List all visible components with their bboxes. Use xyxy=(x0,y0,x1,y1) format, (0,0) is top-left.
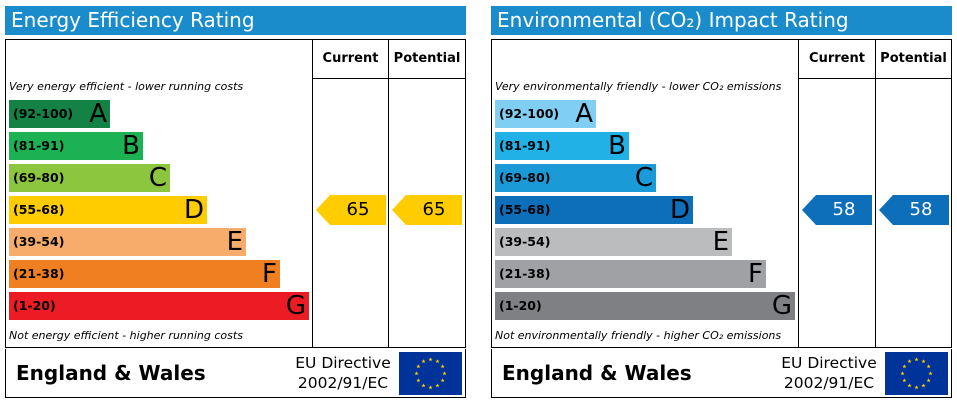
rating-chart: Current Potential Very environmentally f… xyxy=(491,39,952,348)
header-divider xyxy=(798,78,951,79)
band-range: (39-54) xyxy=(499,234,551,249)
band-letter: A xyxy=(89,99,107,129)
potential-rating-value: 58 xyxy=(909,199,933,220)
band-range: (55-68) xyxy=(13,202,65,217)
directive-line-2: 2002/91/EC xyxy=(297,374,389,392)
band-range: (21-38) xyxy=(13,266,65,281)
potential-column-header: Potential xyxy=(393,51,461,66)
footer: England & Wales EU Directive 2002/91/EC xyxy=(5,349,466,398)
band-range: (81-91) xyxy=(499,138,551,153)
potential-rating-arrow: 58 xyxy=(879,195,949,225)
band-range: (92-100) xyxy=(499,106,560,121)
band-range: (69-80) xyxy=(499,170,551,185)
bottom-note: Not environmentally friendly - higher CO… xyxy=(495,329,782,342)
band-letter: G xyxy=(285,291,306,321)
rating-band-f: (21-38) F xyxy=(9,260,280,288)
panel-title: Energy Efficiency Rating xyxy=(5,6,466,35)
current-column-header: Current xyxy=(322,51,379,66)
potential-rating-value: 65 xyxy=(422,199,446,220)
panel-title: Environmental (CO₂) Impact Rating xyxy=(491,6,952,35)
eu-directive: EU Directive 2002/91/EC xyxy=(288,353,398,393)
header-divider xyxy=(312,78,465,79)
eu-flag-icon xyxy=(885,352,948,395)
rating-band-d: (55-68) D xyxy=(9,196,207,224)
rating-band-f: (21-38) F xyxy=(495,260,766,288)
band-letter: C xyxy=(634,163,653,193)
bottom-note: Not energy efficient - higher running co… xyxy=(9,329,243,342)
band-range: (39-54) xyxy=(13,234,65,249)
rating-band-e: (39-54) E xyxy=(9,228,246,256)
directive-line-1: EU Directive xyxy=(295,354,391,372)
region-label: England & Wales xyxy=(16,361,206,385)
rating-band-b: (81-91) B xyxy=(495,132,629,160)
band-letter: B xyxy=(608,131,626,161)
band-letter: F xyxy=(748,259,763,289)
rating-band-g: (1-20) G xyxy=(9,292,309,320)
band-letter: D xyxy=(669,195,690,225)
band-letter: F xyxy=(262,259,277,289)
rating-band-d: (55-68) D xyxy=(495,196,693,224)
eu-directive: EU Directive 2002/91/EC xyxy=(774,353,884,393)
column-divider xyxy=(798,40,799,347)
column-divider xyxy=(312,40,313,347)
current-column-header: Current xyxy=(809,51,865,66)
band-letter: C xyxy=(148,163,167,193)
current-rating-value: 65 xyxy=(346,199,370,220)
band-letter: A xyxy=(575,99,593,129)
current-rating-arrow: 65 xyxy=(316,195,386,225)
rating-band-a: (92-100) A xyxy=(495,100,596,128)
rating-band-c: (69-80) C xyxy=(495,164,656,192)
current-rating-value: 58 xyxy=(832,199,856,220)
column-divider xyxy=(875,40,876,347)
band-range: (92-100) xyxy=(13,106,74,121)
top-note: Very energy efficient - lower running co… xyxy=(9,80,244,93)
band-letter: E xyxy=(712,227,729,257)
band-letter: E xyxy=(226,227,243,257)
footer: England & Wales EU Directive 2002/91/EC xyxy=(491,349,952,398)
rating-band-a: (92-100) A xyxy=(9,100,110,128)
rating-chart: Current Potential Very energy efficient … xyxy=(5,39,466,348)
environmental-impact-panel: Environmental (CO₂) Impact Rating Curren… xyxy=(491,6,952,398)
eu-flag-icon xyxy=(399,352,462,395)
top-note: Very environmentally friendly - lower CO… xyxy=(495,80,782,93)
column-divider xyxy=(388,40,389,347)
current-rating-arrow: 58 xyxy=(802,195,872,225)
energy-efficiency-panel: Energy Efficiency Rating Current Potenti… xyxy=(5,6,466,398)
region-label: England & Wales xyxy=(502,361,692,385)
potential-column-header: Potential xyxy=(880,51,947,66)
rating-band-c: (69-80) C xyxy=(9,164,170,192)
band-range: (69-80) xyxy=(13,170,65,185)
directive-line-2: 2002/91/EC xyxy=(783,374,875,392)
band-letter: B xyxy=(122,131,140,161)
rating-band-e: (39-54) E xyxy=(495,228,732,256)
directive-line-1: EU Directive xyxy=(781,354,877,372)
band-range: (1-20) xyxy=(13,298,56,313)
band-range: (55-68) xyxy=(499,202,551,217)
rating-band-b: (81-91) B xyxy=(9,132,143,160)
band-letter: D xyxy=(183,195,204,225)
potential-rating-arrow: 65 xyxy=(392,195,462,225)
rating-band-g: (1-20) G xyxy=(495,292,795,320)
band-range: (1-20) xyxy=(499,298,542,313)
band-letter: G xyxy=(771,291,792,321)
band-range: (21-38) xyxy=(499,266,551,281)
band-range: (81-91) xyxy=(13,138,65,153)
